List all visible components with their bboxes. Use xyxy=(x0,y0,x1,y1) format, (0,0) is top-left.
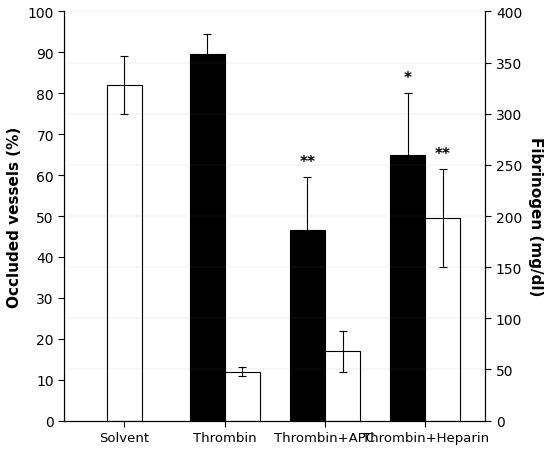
Bar xyxy=(325,351,360,421)
Bar xyxy=(425,219,460,421)
Bar xyxy=(290,231,325,421)
Bar xyxy=(225,372,260,421)
Y-axis label: Fibrinogen (mg/dl): Fibrinogen (mg/dl) xyxy=(528,137,543,296)
Text: **: ** xyxy=(435,147,451,161)
Bar xyxy=(390,155,425,421)
Text: **: ** xyxy=(299,155,316,170)
Text: *: * xyxy=(404,71,412,86)
Y-axis label: Occluded vessels (%): Occluded vessels (%) xyxy=(7,126,22,307)
Bar xyxy=(107,86,142,421)
Bar xyxy=(190,55,225,421)
